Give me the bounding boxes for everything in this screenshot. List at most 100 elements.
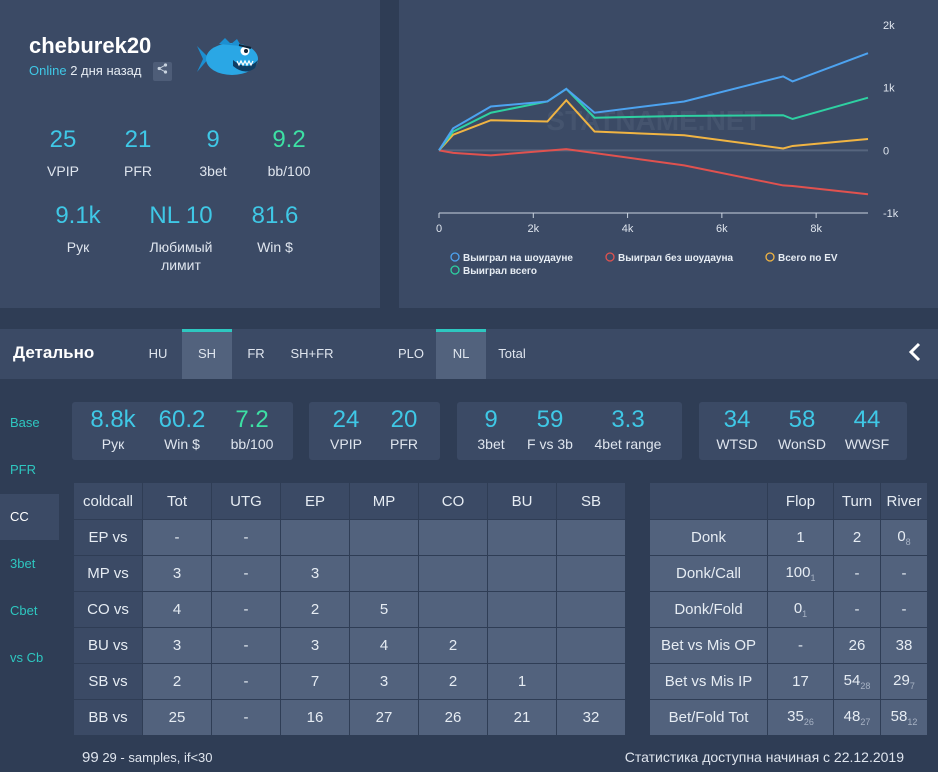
stat-win-dollar: 81.6 Win $ bbox=[245, 202, 305, 256]
y-tick-label: 0 bbox=[883, 145, 889, 157]
stat-value: 21 bbox=[124, 126, 152, 153]
side-menu-pfr[interactable]: PFR bbox=[10, 462, 36, 477]
summary-label: WWSF bbox=[844, 436, 890, 452]
summary-label: Рук bbox=[101, 436, 125, 452]
side-menu-vs-cb[interactable]: vs Cb bbox=[10, 650, 44, 665]
summary-label: Win $ bbox=[164, 436, 200, 452]
coldcall-cell: 4 bbox=[142, 591, 212, 628]
cell-value: 0 bbox=[897, 528, 906, 545]
coldcall-header-cell: CO bbox=[418, 482, 488, 520]
row-label: Bet/Fold Tot bbox=[649, 699, 768, 736]
tab-plo[interactable]: PLO bbox=[397, 346, 424, 361]
legend-marker bbox=[450, 252, 460, 262]
summary-value: 20 bbox=[390, 406, 418, 433]
tab-sh[interactable]: SH bbox=[182, 329, 232, 379]
summary-4bet-range: 3.3 4bet range bbox=[587, 406, 669, 452]
coldcall-cell: 32 bbox=[556, 699, 626, 736]
cell-value: 54 bbox=[843, 672, 861, 689]
summary-win-dollar: 60.2 Win $ bbox=[152, 406, 212, 452]
coldcall-cell: 16 bbox=[280, 699, 350, 736]
stat-value: 81.6 bbox=[251, 202, 299, 229]
x-tick-label: 2k bbox=[527, 223, 539, 235]
coldcall-header-cell: Tot bbox=[142, 482, 212, 520]
stat-label: bb/100 bbox=[267, 163, 311, 179]
summary-label: bb/100 bbox=[230, 436, 274, 452]
table-row: Bet/Fold Tot 3526 4827 5812 bbox=[649, 699, 928, 736]
table-row: Donk 1 2 08 bbox=[649, 519, 928, 556]
coldcall-cell: 3 bbox=[280, 627, 350, 664]
postflop-cell: 38 bbox=[880, 627, 928, 664]
coldcall-cell: - bbox=[142, 519, 212, 556]
side-menu-3bet[interactable]: 3bet bbox=[10, 556, 36, 571]
tab-nl[interactable]: NL bbox=[436, 329, 486, 379]
cell-value: - bbox=[901, 565, 907, 582]
postflop-cell: 08 bbox=[880, 519, 928, 556]
table-row: BB vs 25-16 27 26 21 32 bbox=[73, 699, 626, 736]
cell-value: - bbox=[798, 637, 803, 654]
last-seen: 2 дня назад bbox=[70, 63, 142, 78]
tab-fr[interactable]: FR bbox=[247, 346, 265, 361]
samples-note: 99 29 - samples, if<30 bbox=[82, 749, 213, 766]
legend-label: Выиграл на шоудауне bbox=[463, 253, 573, 264]
row-label: Donk/Fold bbox=[649, 591, 768, 628]
coldcall-cell: 3 bbox=[142, 627, 212, 664]
postflop-header-cell: River bbox=[880, 482, 928, 520]
coldcall-header-cell: UTG bbox=[211, 482, 281, 520]
winnings-chart: STATNAME.NET 0 2k 4k 6k 8k 2k 1k 0 -1k Выиграл на … bbox=[436, 20, 899, 277]
cell-value: 29 bbox=[893, 672, 910, 689]
table-row: Donk/Call 1001- - bbox=[649, 555, 928, 592]
summary-label: 4bet range bbox=[594, 436, 662, 452]
summary-value: 8.8k bbox=[90, 406, 136, 433]
postflop-cell: 1001 bbox=[767, 555, 834, 592]
side-menu-cbet[interactable]: Cbet bbox=[10, 603, 38, 618]
side-menu-cc[interactable]: CC bbox=[0, 494, 59, 540]
legend-marker bbox=[450, 265, 460, 275]
chevron-left-icon[interactable] bbox=[908, 341, 922, 369]
sample-count: 28 bbox=[860, 681, 871, 691]
stat-value: 9.1k bbox=[55, 202, 101, 229]
summary-value: 60.2 bbox=[158, 406, 206, 433]
row-label: MP vs bbox=[73, 555, 143, 592]
tab-total[interactable]: Total bbox=[498, 346, 526, 361]
coldcall-cell bbox=[556, 627, 626, 664]
summary-fold-vs-3bet: 59 F vs 3b bbox=[521, 406, 579, 452]
postflop-cell: 4827 bbox=[833, 699, 881, 736]
coldcall-cell bbox=[280, 519, 350, 556]
tab-sh-fr[interactable]: SH+FR bbox=[290, 346, 334, 361]
coldcall-cell: 4 bbox=[349, 627, 419, 664]
legend-marker bbox=[765, 252, 775, 262]
row-label: BU vs bbox=[73, 627, 143, 664]
row-label: Donk bbox=[649, 519, 768, 556]
online-status: Online 2 дня назад bbox=[29, 63, 142, 78]
coldcall-cell: 21 bbox=[487, 699, 557, 736]
table-row: EP vs - - bbox=[73, 519, 626, 556]
cell-value: 38 bbox=[895, 637, 913, 654]
coldcall-cell bbox=[349, 519, 419, 556]
coldcall-cell: - bbox=[211, 627, 281, 664]
summary-box-3bet: 9 3bet 59 F vs 3b 3.3 4bet range bbox=[457, 402, 682, 460]
coldcall-cell bbox=[556, 555, 626, 592]
table-row: SB vs 2-7 3 2 1 bbox=[73, 663, 626, 700]
postflop-cell: - bbox=[833, 555, 881, 592]
tab-hu[interactable]: HU bbox=[148, 346, 168, 361]
legend-label: Выиграл без шоудауна bbox=[618, 252, 733, 264]
series-line-2 bbox=[438, 98, 869, 152]
coldcall-cell bbox=[418, 555, 488, 592]
summary-3bet: 9 3bet bbox=[467, 406, 515, 452]
coldcall-cell: 27 bbox=[349, 699, 419, 736]
table-row: Donk/Fold 01- - bbox=[649, 591, 928, 628]
stat-label: Рук bbox=[66, 239, 90, 255]
side-menu-base[interactable]: Base bbox=[10, 415, 40, 430]
stats-since-note: Статистика доступна начиная с 22.12.2019 bbox=[624, 749, 904, 765]
coldcall-cell bbox=[487, 519, 557, 556]
coldcall-cell bbox=[487, 627, 557, 664]
sample-count: 12 bbox=[907, 717, 918, 727]
postflop-cell: 17 bbox=[767, 663, 834, 700]
cell-value: - bbox=[854, 601, 860, 618]
table-row: CO vs 4-2 5 bbox=[73, 591, 626, 628]
detail-title: Детально bbox=[13, 343, 95, 362]
coldcall-table: coldcall Tot UTG EP MP CO BU SB EP vs - - MP vs 3-3… bbox=[73, 482, 626, 736]
summary-box-showdown: 34 WTSD 58 WonSD 44 WWSF bbox=[699, 402, 907, 460]
share-icon[interactable] bbox=[153, 62, 172, 81]
coldcall-cell: - bbox=[211, 591, 281, 628]
